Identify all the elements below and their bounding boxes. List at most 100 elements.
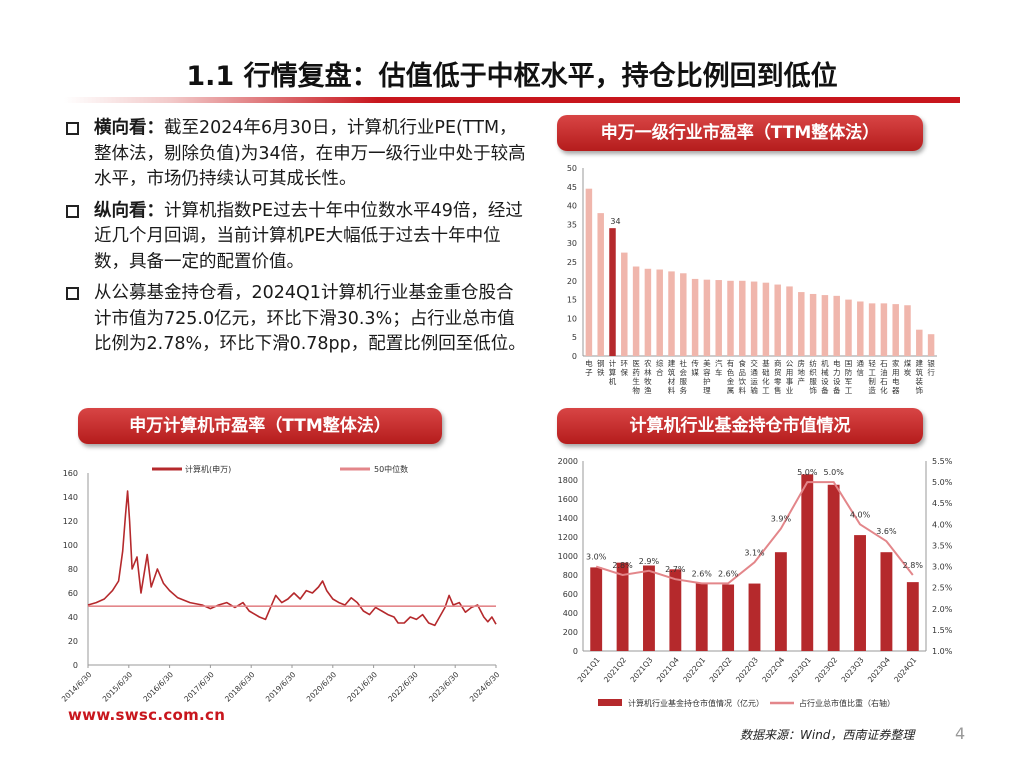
category-label-char: 建 bbox=[668, 358, 676, 368]
bar-钢铁 bbox=[597, 213, 604, 356]
fund-holding-chart: 0 200 400 600 800 1000 1200 1400 1600 1800 2000 1.0… bbox=[558, 457, 953, 708]
checkbox-icon bbox=[66, 122, 79, 135]
category-label-char: 子 bbox=[585, 368, 593, 377]
x-tick-label: 2021Q4 bbox=[655, 655, 681, 684]
data-source: 数据来源：Wind，西南证券整理 bbox=[740, 728, 915, 742]
category-label-char: 装 bbox=[916, 376, 924, 386]
x-tick-label: 2022Q3 bbox=[734, 655, 760, 684]
category-label-char: 会 bbox=[680, 367, 688, 377]
category-label-char: 钢 bbox=[597, 358, 605, 368]
y-tick-label: 40 bbox=[567, 202, 577, 211]
category-label-char: 金 bbox=[727, 376, 735, 386]
legend-label-median: 50中位数 bbox=[374, 464, 408, 474]
bar-综合 bbox=[656, 269, 663, 356]
data-label-share: 5.0% bbox=[823, 468, 844, 477]
highlight-data-label: 34 bbox=[610, 217, 620, 226]
category-label-char: 工 bbox=[868, 368, 876, 377]
bar-银行 bbox=[927, 334, 935, 356]
category-label-char: 电 bbox=[892, 376, 900, 386]
category-label-char: 事 bbox=[786, 376, 794, 386]
category-label-char: 合 bbox=[656, 367, 664, 377]
category-label-char: 料 bbox=[739, 385, 747, 395]
computer-pe-pill: 申万计算机市盈率（TTM整体法） bbox=[78, 408, 442, 444]
category-label-char: 备 bbox=[821, 385, 829, 395]
category-label-char: 色 bbox=[727, 367, 735, 377]
data-label-share: 2.7% bbox=[665, 565, 686, 574]
bar-2022Q1 bbox=[695, 582, 708, 651]
bar-2022Q3 bbox=[748, 583, 761, 651]
x-tick-label: 2019/6/30 bbox=[264, 670, 298, 704]
category-label-char: 零 bbox=[774, 377, 782, 386]
data-label-share: 2.8% bbox=[903, 561, 924, 570]
bar-公用事业 bbox=[786, 286, 793, 356]
legend-swatch-bars bbox=[598, 699, 622, 706]
category-label-char: 家 bbox=[892, 358, 900, 368]
category-label-char: 饰 bbox=[809, 385, 817, 395]
category-label-char: 石 bbox=[880, 377, 888, 386]
bar-传媒 bbox=[691, 278, 699, 356]
bar-有色金属 bbox=[727, 280, 734, 356]
y-tick-label: 0 bbox=[573, 647, 578, 656]
bullet-head: 纵向看： bbox=[94, 200, 164, 221]
bar-汽车 bbox=[715, 280, 722, 356]
bullet-vertical: 纵向看：计算机指数PE过去十年中位数水平49倍，经过近几个月回调，当前计算机PE… bbox=[64, 199, 526, 276]
category-label-char: 计 bbox=[609, 358, 617, 368]
company-url[interactable]: www.swsc.com.cn bbox=[68, 706, 226, 724]
legend-label-computer: 计算机(申万) bbox=[185, 464, 231, 474]
y-tick-label: 800 bbox=[563, 571, 578, 580]
title-divider bbox=[64, 97, 960, 103]
y-tick-label: 80 bbox=[68, 565, 78, 574]
y2-tick-label: 4.5% bbox=[932, 499, 953, 508]
bar-商贸零售 bbox=[774, 284, 781, 356]
category-label-char: 化 bbox=[762, 376, 770, 386]
data-label-share: 3.1% bbox=[744, 548, 765, 557]
category-label-char: 务 bbox=[680, 385, 688, 395]
category-label-char: 保 bbox=[621, 368, 629, 377]
category-label-char: 信 bbox=[857, 367, 865, 377]
category-label-char: 电 bbox=[833, 358, 841, 368]
category-label-char: 综 bbox=[656, 358, 664, 368]
x-tick-label: 2024/6/30 bbox=[468, 670, 502, 704]
category-label-char: 机 bbox=[609, 376, 617, 386]
category-label-char: 基 bbox=[762, 358, 770, 368]
bar-纺织服饰 bbox=[809, 293, 817, 356]
industry-pe-chart: 05101520253035404550电子钢铁计算机34环保医药生物农林牧渔综… bbox=[567, 164, 937, 395]
x-tick-label: 2021Q1 bbox=[576, 655, 602, 684]
bar-交通运输 bbox=[750, 281, 758, 356]
x-tick-label: 2024Q1 bbox=[892, 655, 918, 684]
bar-建筑装饰 bbox=[916, 329, 923, 356]
category-label-char: 饮 bbox=[739, 376, 747, 386]
category-label-char: 属 bbox=[727, 386, 735, 395]
category-label-char: 输 bbox=[750, 385, 758, 395]
data-label-share: 2.6% bbox=[692, 569, 713, 578]
category-label-char: 食 bbox=[739, 358, 747, 368]
category-label-char: 交 bbox=[750, 358, 758, 368]
bar-美容护理 bbox=[703, 279, 711, 356]
bar-2023Q4 bbox=[880, 552, 893, 651]
category-label-char: 贸 bbox=[774, 367, 782, 377]
series-line-share bbox=[595, 481, 914, 585]
y-tick-label: 25 bbox=[567, 258, 577, 267]
y2-tick-label: 3.5% bbox=[932, 541, 953, 550]
y-tick-label: 0 bbox=[73, 661, 78, 670]
category-label-char: 防 bbox=[845, 367, 853, 377]
x-tick-label: 2023Q2 bbox=[813, 655, 839, 684]
y-tick-label: 200 bbox=[563, 628, 578, 637]
category-label-char: 轻 bbox=[868, 358, 876, 368]
bar-2021Q3 bbox=[643, 565, 655, 651]
bar-医药生物 bbox=[632, 266, 640, 356]
bullet-horizontal: 横向看：截至2024年6月30日，计算机行业PE(TTM，整体法，剔除负值)为3… bbox=[64, 116, 526, 193]
bar-2023Q2 bbox=[827, 484, 840, 651]
page-number: 4 bbox=[955, 724, 966, 743]
y-tick-label: 20 bbox=[68, 637, 78, 646]
bar-电力设备 bbox=[833, 295, 840, 356]
x-tick-label: 2020/6/30 bbox=[305, 670, 339, 704]
category-label-char: 产 bbox=[798, 376, 806, 386]
bar-电子 bbox=[585, 188, 593, 356]
category-label-char: 运 bbox=[750, 377, 758, 386]
category-label-char: 房 bbox=[798, 358, 806, 368]
y-tick-label: 600 bbox=[563, 590, 578, 599]
bar-环保 bbox=[621, 252, 628, 356]
category-label-char: 电 bbox=[585, 358, 593, 368]
category-label-char: 牧 bbox=[644, 376, 652, 386]
